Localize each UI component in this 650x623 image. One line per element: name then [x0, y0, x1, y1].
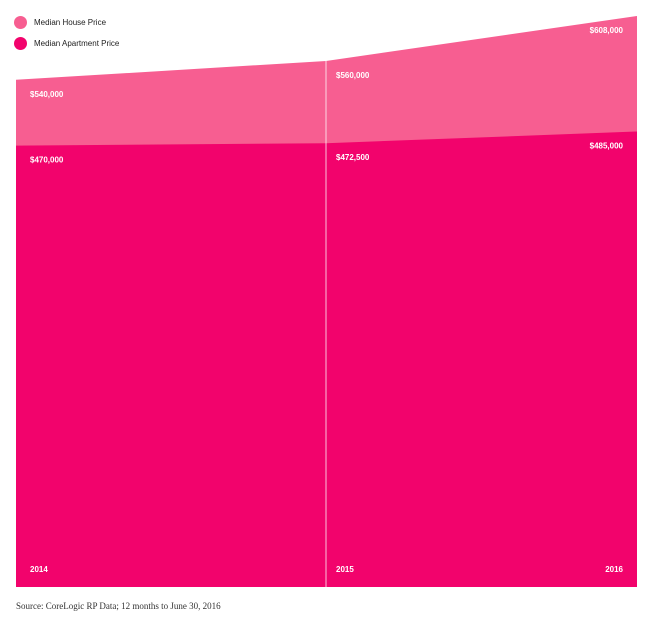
area-chart: $540,000 $560,000 $608,000 $470,000 $472,500… [16, 16, 637, 587]
legend-swatch-house [14, 15, 27, 29]
legend-label-house: Median House Price [34, 17, 107, 27]
legend-item-house: Median House Price [14, 14, 119, 30]
x-tick-label-2016: 2016 [605, 565, 623, 574]
house-value-label-2014: $540,000 [30, 90, 64, 99]
house-value-label-2015: $560,000 [336, 71, 370, 80]
legend-swatch-apartment [14, 36, 27, 50]
legend-label-apartment: Median Apartment Price [34, 38, 120, 48]
source-note: Source: CoreLogic RP Data; 12 months to … [16, 601, 221, 611]
x-tick-label-2015: 2015 [336, 565, 354, 574]
house-value-label-2016: $608,000 [590, 26, 624, 35]
x-tick-label-2014: 2014 [30, 565, 48, 574]
apartment-value-label-2015: $472,500 [336, 153, 370, 162]
legend: Median House Price Median Apartment Pric… [14, 14, 119, 56]
apartment-value-label-2014: $470,000 [30, 156, 64, 165]
apartment-value-label-2016: $485,000 [590, 142, 624, 151]
legend-item-apartment: Median Apartment Price [14, 35, 119, 51]
